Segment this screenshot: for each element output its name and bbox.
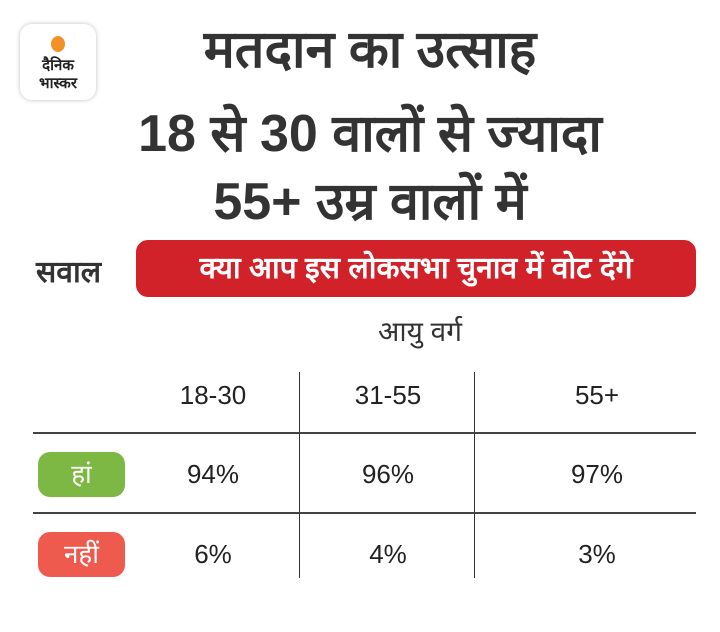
headline-line-1: मतदान का उत्साह — [203, 21, 537, 79]
no-badge: नहीं — [38, 532, 125, 577]
column-divider — [299, 372, 300, 578]
headline-line-2: 18 से 30 वालों से ज्यादा — [138, 105, 602, 163]
column-divider — [474, 372, 475, 578]
table-cell: 97% — [570, 459, 624, 489]
sun-icon — [51, 36, 65, 52]
table-cell: 96% — [361, 459, 415, 489]
column-header-18-30: 18-30 — [179, 380, 247, 410]
dainik-bhaskar-logo: दैनिक भास्कर — [20, 24, 96, 100]
logo-line1: दैनिक — [42, 57, 74, 74]
logo-line2: भास्कर — [39, 75, 77, 92]
table-cell: 3% — [578, 539, 616, 569]
table-cell: 94% — [186, 459, 240, 489]
row-divider — [33, 432, 696, 434]
age-group-label: आयु वर्ग — [378, 316, 462, 347]
table-cell: 6% — [194, 539, 232, 569]
question-label: सवाल — [36, 256, 102, 289]
column-header-31-55: 31-55 — [354, 380, 422, 410]
headline-line-3: 55+ उम्र वालों में — [213, 173, 527, 231]
row-divider — [33, 512, 696, 514]
column-header-55-plus: 55+ — [574, 380, 620, 410]
yes-badge: हां — [38, 452, 125, 497]
table-cell: 4% — [369, 539, 407, 569]
question-text: क्या आप इस लोकसभा चुनाव में वोट देंगे — [136, 240, 696, 297]
